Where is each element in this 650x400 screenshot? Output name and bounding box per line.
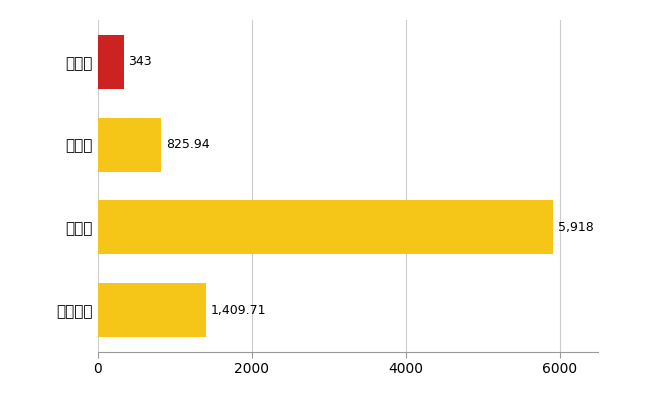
Bar (98, 200, 553, 254)
Text: 825.94: 825.94 (166, 138, 209, 151)
Bar (98, 35, 124, 89)
Bar (98, 283, 206, 337)
Text: 5,918: 5,918 (558, 221, 593, 234)
Bar (98, 118, 161, 172)
Text: 1,409.71: 1,409.71 (211, 304, 266, 316)
Text: 343: 343 (129, 56, 152, 68)
